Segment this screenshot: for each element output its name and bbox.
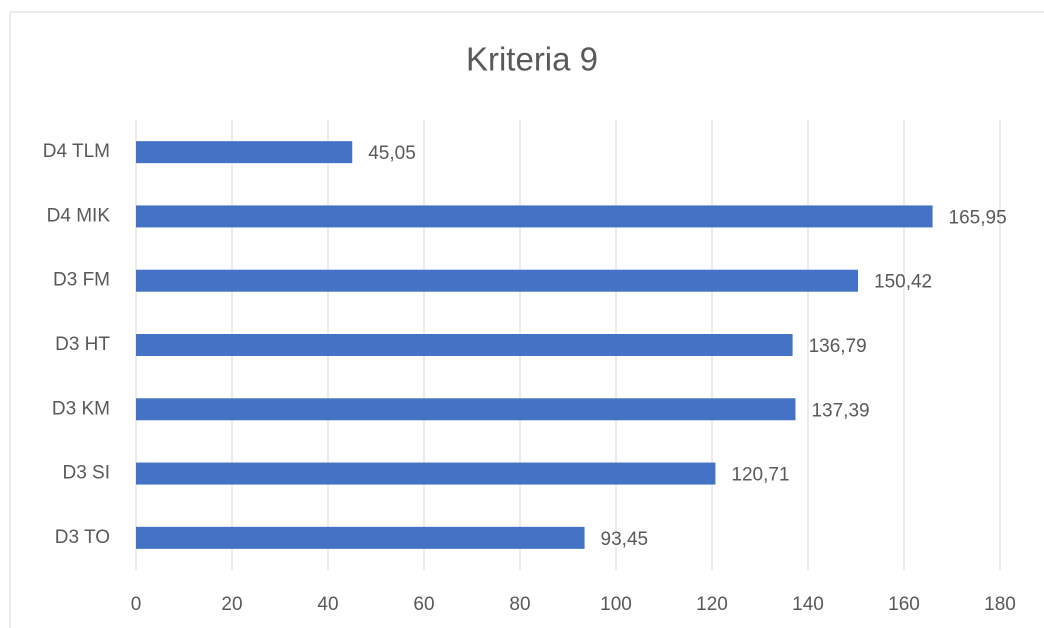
data-label: 150,42 <box>874 272 932 293</box>
y-tick-label: D3 KM <box>52 398 110 419</box>
bar <box>136 269 859 292</box>
data-label: 93,45 <box>601 529 649 550</box>
data-label: 120,71 <box>731 465 789 486</box>
chart-frame <box>9 11 1044 628</box>
y-tick-label: D3 SI <box>62 463 110 484</box>
data-label: 165,95 <box>949 207 1007 228</box>
chart-title: Kriteria 9 <box>466 41 598 78</box>
x-tick-label: 100 <box>600 594 632 615</box>
y-tick-label: D4 TLM <box>43 141 110 162</box>
x-tick-label: 180 <box>984 594 1016 615</box>
bar <box>136 334 793 356</box>
y-tick-label: D3 TO <box>55 527 110 548</box>
data-label: 137,39 <box>811 400 869 421</box>
bar <box>136 462 716 485</box>
x-tick-label: 80 <box>509 594 530 615</box>
x-tick-label: 60 <box>413 594 434 615</box>
bar <box>136 205 933 228</box>
x-tick-label: 160 <box>888 594 920 615</box>
bar <box>136 526 585 549</box>
data-label: 45,05 <box>368 143 416 164</box>
x-tick-label: 40 <box>317 594 338 615</box>
x-tick-label: 120 <box>696 594 728 615</box>
x-tick-label: 20 <box>221 594 242 615</box>
data-label: 136,79 <box>809 336 867 357</box>
y-tick-label: D3 FM <box>53 270 110 291</box>
y-tick-label: D4 MIK <box>47 205 111 226</box>
x-tick-label: 0 <box>131 594 142 615</box>
y-tick-label: D3 HT <box>55 334 110 355</box>
x-tick-label: 140 <box>792 594 824 615</box>
bar <box>136 398 796 421</box>
bar <box>136 141 353 164</box>
